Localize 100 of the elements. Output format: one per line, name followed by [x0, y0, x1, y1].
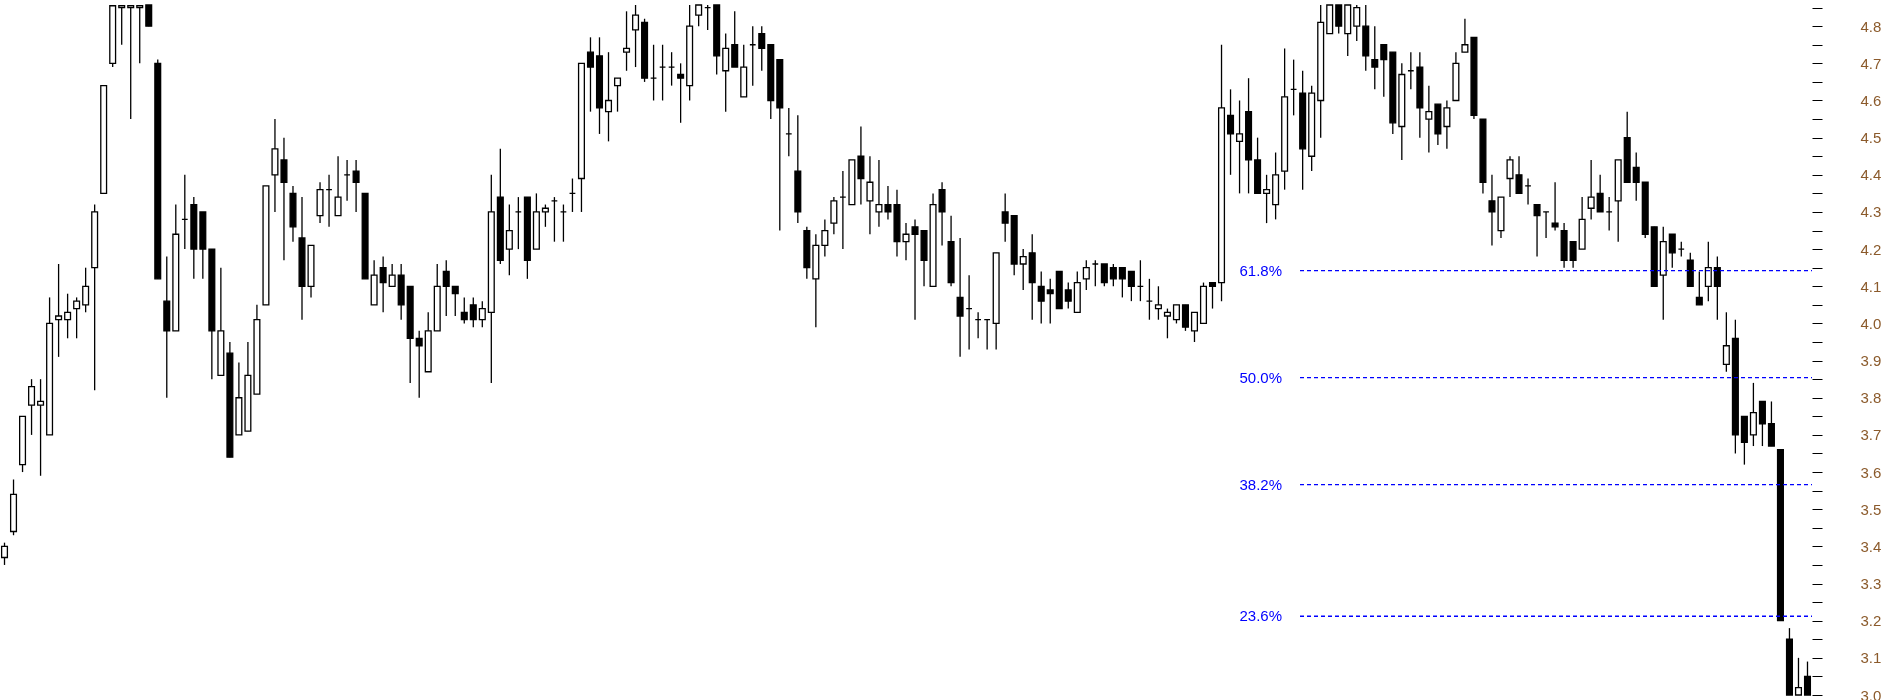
candlestick: [460, 296, 468, 325]
candlestick: [623, 10, 631, 72]
candlestick: [145, 4, 153, 27]
candlestick: [1749, 382, 1757, 447]
candlestick: [1371, 25, 1379, 90]
candlestick: [451, 285, 459, 317]
candlestick: [1100, 263, 1108, 287]
candlestick: [73, 296, 81, 339]
y-tick-label: 3.7: [1860, 426, 1882, 444]
candlestick: [127, 4, 135, 120]
candlestick: [857, 125, 865, 206]
annotation: 23.6%: [1239, 607, 1282, 625]
candlestick: [1425, 84, 1433, 154]
candlestick: [55, 263, 63, 358]
candlestick: [478, 300, 486, 328]
candlestick: [1181, 304, 1189, 332]
candlestick: [136, 4, 144, 64]
y-tick-label: 3.4: [1860, 537, 1882, 555]
candlestick: [1046, 278, 1054, 325]
candlestick: [758, 25, 766, 72]
y-tick-label: 4.1: [1860, 277, 1882, 295]
candlestick: [1172, 304, 1180, 325]
annotation: 50.0%: [1239, 368, 1282, 386]
candlestick: [938, 181, 946, 247]
annotation: 38.2%: [1239, 475, 1282, 493]
y-tick-label: 3.9: [1860, 352, 1882, 370]
candlestick: [1713, 255, 1721, 321]
y-tick-label: 4.7: [1860, 54, 1882, 72]
candlestick: [632, 4, 640, 68]
candlestick: [1794, 657, 1803, 696]
candlestick: [1758, 400, 1766, 447]
candlestick: [1596, 174, 1604, 213]
y-tick-label: 4.2: [1860, 240, 1882, 258]
candlestick: [1632, 151, 1640, 202]
candlestick: [1704, 241, 1712, 302]
y-tick-label: 3.8: [1860, 389, 1882, 407]
candlestick: [1569, 241, 1577, 269]
y-tick-label: 4.5: [1860, 129, 1882, 147]
candlestick: [731, 10, 739, 68]
y-tick-label: 4.3: [1860, 203, 1882, 221]
candlestick: [388, 263, 396, 287]
candlestick: [541, 203, 549, 228]
y-tick-label: 3.5: [1860, 500, 1882, 518]
candlestick: [830, 196, 838, 235]
candlestick: [1767, 400, 1775, 447]
candlestick: [875, 159, 883, 228]
candlestick: [280, 137, 288, 261]
y-tick-label: 4.8: [1860, 17, 1882, 35]
candlestick: [695, 4, 703, 27]
candlestick: [469, 296, 477, 328]
candlestick: [28, 378, 36, 436]
y-tick-label: 3.1: [1860, 649, 1882, 667]
candlestick: [1019, 248, 1027, 291]
candlestick: [1353, 4, 1361, 42]
candlestick: [1236, 99, 1244, 195]
candlestick: [1551, 181, 1559, 232]
candlestick: [956, 237, 964, 358]
candlestick: [118, 4, 126, 46]
candlestick: [613, 77, 622, 113]
candlestick: [1163, 307, 1171, 339]
candlestick: [505, 203, 513, 276]
candlestick: [1722, 311, 1730, 373]
candlestick: [82, 267, 90, 313]
candlestick: [352, 159, 360, 213]
candlestick: [415, 330, 423, 399]
candlestick: [1380, 44, 1388, 98]
annotation: 61.8%: [1239, 261, 1282, 279]
candlestick: [379, 255, 387, 313]
candlestick: [64, 293, 72, 339]
candlestick: [1803, 660, 1812, 696]
y-tick-label: 3.2: [1860, 612, 1882, 630]
candlestick: [37, 378, 45, 477]
y-tick-label: 4.0: [1860, 314, 1882, 332]
candlestick: [1443, 99, 1451, 150]
candlestick: [677, 62, 685, 124]
candlestick: [1695, 270, 1703, 306]
candlestick: [722, 32, 730, 113]
candlestick: [1227, 88, 1235, 176]
candlestick: [604, 51, 613, 143]
candlestick: [1668, 233, 1676, 269]
candlestick: [334, 155, 342, 217]
candlestick: [1533, 203, 1541, 258]
candlestick: [866, 155, 874, 235]
y-tick-label: 4.6: [1860, 91, 1882, 109]
candlestick: [1082, 259, 1090, 291]
candlestick: [1127, 270, 1135, 302]
candlestick: [1587, 159, 1595, 221]
candlestick: [1109, 263, 1117, 287]
candlestick: [821, 218, 829, 258]
y-tick-label: 3.0: [1860, 686, 1882, 700]
y-tick-label: 3.3: [1860, 575, 1882, 593]
candlestick: [1037, 270, 1045, 325]
candlestick: [1118, 267, 1126, 299]
candlestick: [1208, 281, 1217, 310]
candlestick: [1263, 174, 1271, 224]
candlestick: [1461, 18, 1469, 53]
candlestick: [586, 36, 595, 113]
candlestick: [1064, 281, 1072, 310]
candlestick: [442, 259, 450, 317]
candlestick: [1190, 311, 1199, 343]
